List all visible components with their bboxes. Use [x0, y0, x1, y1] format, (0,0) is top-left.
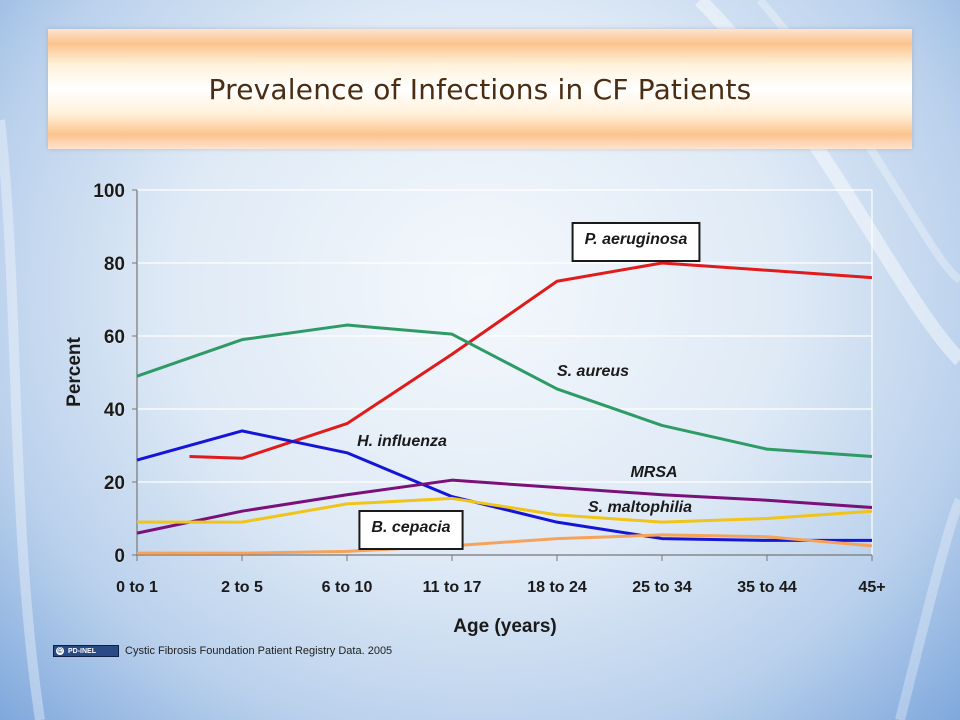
x-tick-label: 25 to 34	[632, 579, 692, 596]
copyright-icon: ©	[56, 647, 64, 655]
x-tick-label: 0 to 1	[116, 579, 158, 596]
series-label: H. influenza	[357, 433, 447, 450]
slide-title: Prevalence of Infections in CF Patients	[208, 73, 752, 106]
x-tick-label: 11 to 17	[423, 579, 482, 596]
x-tick-label: 35 to 44	[737, 579, 797, 596]
series-lines	[136, 261, 873, 555]
x-tick-label: 45+	[858, 579, 885, 596]
x-tick-label: 18 to 24	[527, 579, 587, 596]
series-line	[136, 323, 873, 458]
y-tick-label: 80	[104, 254, 125, 275]
series-line	[136, 429, 872, 542]
y-tick-label: 100	[93, 181, 125, 202]
series-label: S. maltophilia	[588, 499, 692, 516]
source-citation: Cystic Fibrosis Foundation Patient Regis…	[125, 645, 393, 657]
y-axis-title: Percent	[64, 336, 85, 406]
y-tick-label: 60	[104, 327, 125, 348]
y-tick-label: 0	[114, 546, 125, 567]
source-footer: © PD-INEL Cystic Fibrosis Foundation Pat…	[53, 644, 392, 658]
title-banner: Prevalence of Infections in CF Patients	[48, 29, 912, 149]
axes: 0 20 40 60 80 100 0 to 1 2 to 5 6 to 10 11 to 17 1…	[93, 181, 886, 596]
y-tick-label: 40	[104, 400, 125, 421]
series-line	[189, 261, 873, 460]
series-labels: P. aeruginosa S. aureus H. influenza MRSA S.…	[357, 222, 701, 550]
x-tick-label: 6 to 10	[322, 579, 373, 596]
y-tick-label: 20	[104, 473, 125, 494]
publisher-logo-text: PD-INEL	[68, 647, 96, 655]
series-label-box	[571, 222, 701, 262]
x-tick-label: 2 to 5	[221, 579, 263, 596]
series-label: MRSA	[630, 464, 677, 481]
series-label: S. aureus	[557, 363, 629, 380]
series-line	[137, 496, 873, 524]
series-label-box	[358, 510, 464, 550]
series-label: P. aeruginosa	[585, 231, 688, 248]
series-label: B. cepacia	[371, 519, 450, 536]
series-line	[136, 478, 873, 535]
publisher-logo: © PD-INEL	[53, 645, 119, 657]
series-line	[137, 533, 873, 555]
x-axis-title: Age (years)	[453, 616, 557, 637]
